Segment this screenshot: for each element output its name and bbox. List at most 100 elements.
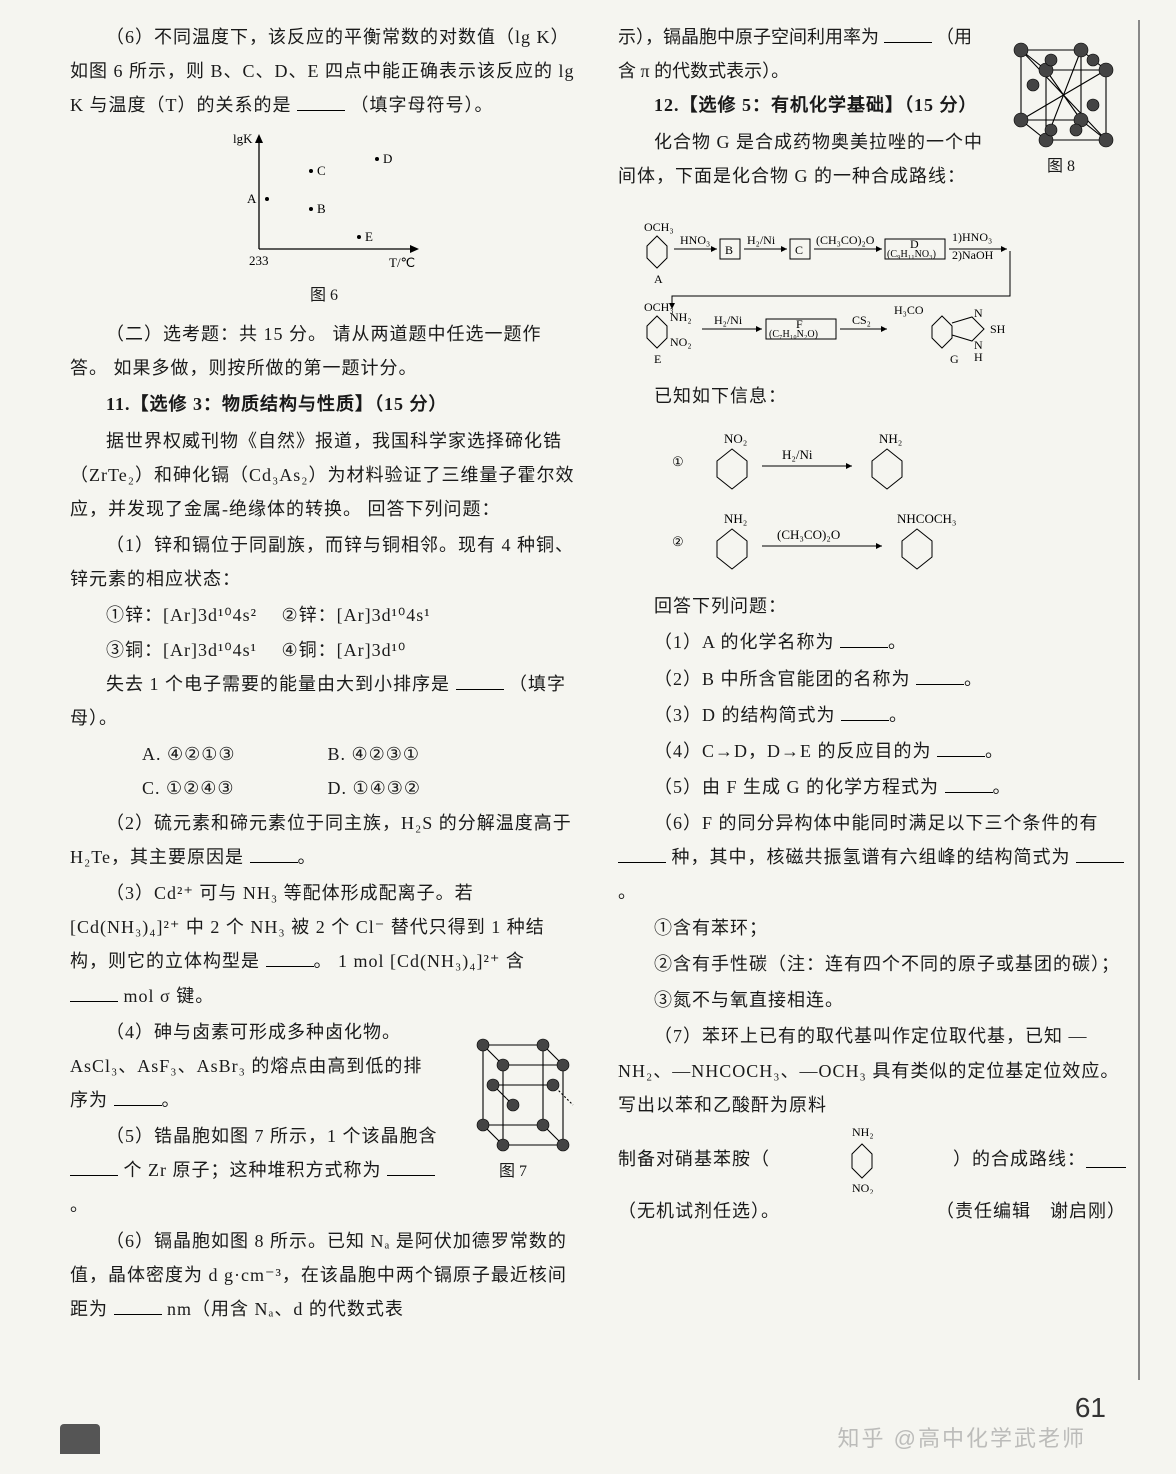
q11-1-choices2: C. ①②④③ D. ①④③②	[70, 771, 578, 805]
fig8-caption: 图 8	[996, 152, 1126, 182]
svg-text:(C₉H₁₁NO₃): (C₉H₁₁NO₃)	[887, 249, 936, 260]
svg-text:D: D	[383, 151, 392, 166]
para-nitroaniline-icon: NH₂ NO₂	[832, 1124, 892, 1194]
q12-3-text: （3）D 的结构简式为	[654, 705, 836, 725]
svg-text:2)NaOH: 2)NaOH	[952, 248, 994, 262]
fig7-caption: 图 7	[448, 1157, 578, 1187]
q6-text: （6）不同温度下，该反应的平衡常数的对数值（lg K）如图 6 所示，则 B、C…	[70, 20, 578, 123]
right-margin-rule	[1138, 20, 1140, 1380]
svg-text:NO₂: NO₂	[670, 335, 692, 349]
q12-6a: （6）F 的同分异构体中能同时满足以下三个条件的有	[654, 813, 1099, 833]
q12-1-text: （1）A 的化学名称为	[654, 632, 835, 652]
q12-6: （6）F 的同分异构体中能同时满足以下三个条件的有 种，其中，核磁共振氢谱有六组…	[618, 806, 1126, 909]
q12-2-text: （2）B 中所含官能团的名称为	[654, 669, 911, 689]
svg-text:(C₇H₁₀N₂O): (C₇H₁₀N₂O)	[769, 329, 818, 340]
svg-text:N: N	[974, 306, 983, 320]
q12-7b: 制备对硝基苯胺（	[618, 1142, 770, 1176]
opt-d: D. ①④③②	[292, 771, 472, 805]
q12-3: （3）D 的结构简式为 。	[618, 698, 1126, 732]
q12-7a: （7）苯环上已有的取代基叫作定位取代基，已知 —NH₂、—NHCOCH₃、—OC…	[618, 1019, 1126, 1122]
svg-text:A: A	[247, 191, 257, 206]
q11-1b-text: 失去 1 个电子需要的能量由大到小排序是	[106, 674, 450, 694]
q11-1b: 失去 1 个电子需要的能量由大到小排序是 （填字母）。	[70, 667, 578, 735]
svg-text:G: G	[950, 352, 959, 366]
q11-heading: 11.【选修 3：物质结构与性质】（15 分）	[70, 387, 578, 421]
q11-6-blank1	[114, 1297, 162, 1315]
q11-3-blank1	[266, 949, 314, 967]
q11-3b: 1 mol [Cd(NH₃)₄]²⁺ 含	[338, 951, 525, 971]
q11-1-c3: ③铜：[Ar]3d¹⁰4s¹	[106, 640, 257, 660]
svg-text:(CH₃CO)₂O: (CH₃CO)₂O	[777, 527, 840, 542]
svg-text:NH₂: NH₂	[852, 1125, 874, 1139]
figure-6: lgK T/℃ 233 A B C D E 图 6	[70, 129, 578, 311]
watermark: 知乎 @高中化学武老师	[838, 1418, 1086, 1460]
fig6-svg: lgK T/℃ 233 A B C D E	[219, 129, 429, 279]
svg-text:H₃CO: H₃CO	[894, 303, 924, 317]
q12-2-blank	[916, 667, 964, 685]
editor-credit: （责任编辑 谢启刚）	[936, 1194, 1126, 1228]
q12-6-blank2	[1076, 845, 1124, 863]
svg-text:E: E	[365, 229, 373, 244]
q12-6-c2: ②含有手性碳（注：连有四个不同的原子或基团的碳）；	[618, 947, 1126, 981]
svg-text:T/℃: T/℃	[389, 255, 415, 270]
figure-7: 图 7	[448, 1015, 578, 1187]
svg-text:②: ②	[672, 534, 684, 549]
opt-a: A. ④②①③	[106, 737, 286, 771]
fig8-svg	[996, 20, 1126, 150]
svg-text:lgK: lgK	[233, 131, 253, 146]
q11-intro: 据世界权威刊物《自然》报道，我国科学家选择碲化锆（ZrTe₂）和砷化镉（Cd₃A…	[70, 424, 578, 527]
svg-text:OCH₃: OCH₃	[644, 220, 674, 234]
q12-7-blank	[1086, 1150, 1126, 1168]
answer-head: 回答下列问题：	[618, 589, 1126, 623]
section2-title: （二）选考题：共 15 分。 请从两道题中任选一题作答。 如果多做，则按所做的第…	[70, 317, 578, 385]
svg-text:1)HNO₃: 1)HNO₃	[952, 230, 992, 244]
q12-6b: 种，其中，核磁共振氢谱有六组峰的结构简式为	[672, 847, 1071, 867]
q11-6-blank2	[884, 25, 932, 43]
q12-4-blank	[937, 739, 985, 757]
q12-7-line: 制备对硝基苯胺（ NH₂ NO₂ ）的合成路线：	[618, 1124, 1126, 1194]
info-svg: ① NO₂ H₂/Ni NH₂ ② NH₂ (CH₃CO)₂O NHCOCH₃	[662, 421, 1082, 581]
q11-2: （2）硫元素和碲元素位于同主族，H₂S 的分解温度高于 H₂Te，其主要原因是 …	[70, 806, 578, 874]
q11-1-c1: ①锌：[Ar]3d¹⁰4s²	[106, 605, 257, 625]
q11-1-blank	[456, 672, 504, 690]
q11-5a: （5）锆晶胞如图 7 所示，1 个该晶胞含	[106, 1126, 438, 1146]
svg-text:NO₂: NO₂	[724, 431, 747, 446]
q6-part2: （填字母符号）。	[351, 95, 494, 115]
fig6-caption: 图 6	[70, 281, 578, 311]
q12-4: （4）C→D，D→E 的反应目的为 。	[618, 734, 1126, 768]
q11-1-stem: （1）锌和镉位于同副族，而锌与铜相邻。现有 4 种铜、锌元素的相应状态：	[70, 528, 578, 596]
q12-5-blank	[945, 775, 993, 793]
q11-3-blank2	[70, 984, 118, 1002]
q12-3-blank	[841, 703, 889, 721]
two-column-layout: （6）不同温度下，该反应的平衡常数的对数值（lg K）如图 6 所示，则 B、C…	[70, 20, 1126, 1434]
q11-2-text: （2）硫元素和碲元素位于同主族，H₂S 的分解温度高于 H₂Te，其主要原因是	[70, 813, 572, 867]
q11-6-left: （6）镉晶胞如图 8 所示。已知 Nₐ 是阿伏加德罗常数的值，晶体密度为 d g…	[70, 1224, 578, 1327]
q11-6b: nm（用含 Nₐ、d 的代数式表	[167, 1299, 404, 1319]
synthesis-scheme: OCH₃ A HNO₃ B H₂/Ni C (CH₃CO)₂O D(C₉H₁₁N…	[618, 201, 1126, 371]
svg-text:NHCOCH₃: NHCOCH₃	[897, 511, 956, 526]
page-tab-decoration	[60, 1424, 100, 1454]
q11-5b: 个 Zr 原子；这种堆积方式称为	[124, 1160, 382, 1180]
svg-text:SH: SH	[990, 322, 1006, 336]
svg-text:H₂/Ni: H₂/Ni	[714, 313, 743, 327]
column-right: 图 8 示），镉晶胞中原子空间利用率为 （用含 π 的代数式表示）。 12.【选…	[618, 20, 1126, 1434]
q12-1-blank	[840, 630, 888, 648]
q6-blank	[297, 93, 345, 111]
svg-text:H: H	[974, 350, 983, 364]
q12-7-note: （无机试剂任选）。	[618, 1194, 780, 1228]
svg-text:C: C	[317, 163, 326, 178]
q12-6-c3: ③氮不与氧直接相连。	[618, 983, 1126, 1017]
svg-text:CS₂: CS₂	[852, 313, 871, 327]
svg-text:233: 233	[249, 253, 269, 268]
q11-4-blank	[114, 1088, 162, 1106]
column-left: （6）不同温度下，该反应的平衡常数的对数值（lg K）如图 6 所示，则 B、C…	[70, 20, 578, 1434]
svg-text:A: A	[654, 272, 663, 286]
info-reactions: ① NO₂ H₂/Ni NH₂ ② NH₂ (CH₃CO)₂O NHCOCH₃	[618, 421, 1126, 581]
q12-6-blank1	[618, 845, 666, 863]
svg-text:C: C	[795, 243, 803, 257]
q12-4-text: （4）C→D，D→E 的反应目的为	[654, 741, 932, 761]
q11-1-config-row2: ③铜：[Ar]3d¹⁰4s¹ ④铜：[Ar]3d¹⁰	[70, 633, 578, 667]
q11-3c: mol σ 键。	[124, 986, 215, 1006]
svg-text:HNO₃: HNO₃	[680, 233, 710, 247]
q11-5-blank2	[387, 1158, 435, 1176]
